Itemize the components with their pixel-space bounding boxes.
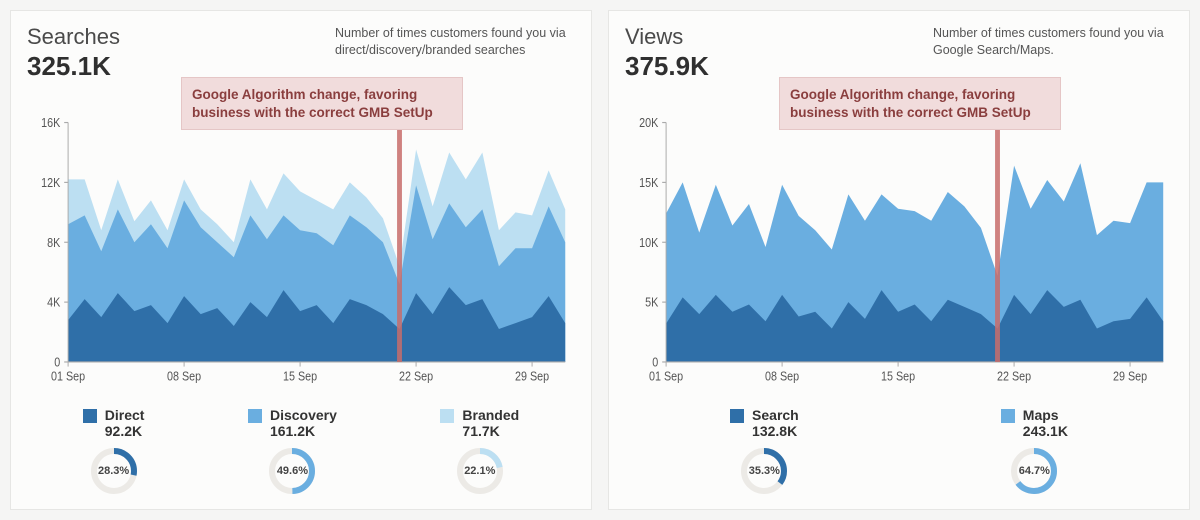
legend-swatch xyxy=(730,409,744,423)
legend-pct: 35.3% xyxy=(738,445,790,497)
svg-text:29 Sep: 29 Sep xyxy=(1113,370,1148,384)
svg-text:08 Sep: 08 Sep xyxy=(765,370,800,384)
legend-donut: 35.3% xyxy=(738,445,790,497)
legend-value: 92.2K xyxy=(105,423,145,439)
svg-text:10K: 10K xyxy=(639,236,658,250)
svg-text:22 Sep: 22 Sep xyxy=(997,370,1032,384)
dashboard-row: Searches 325.1K Number of times customer… xyxy=(0,0,1200,520)
legend-pct: 64.7% xyxy=(1008,445,1060,497)
svg-text:0: 0 xyxy=(54,356,60,370)
legend-header: Search132.8K xyxy=(730,407,799,439)
legend-swatch xyxy=(248,409,262,423)
svg-text:5K: 5K xyxy=(645,296,658,310)
svg-text:08 Sep: 08 Sep xyxy=(167,370,202,384)
panel-total: 325.1K xyxy=(27,51,120,82)
legend-donut: 28.3% xyxy=(88,445,140,497)
views-legend: Search132.8K 35.3% Maps243.1K 64.7% xyxy=(625,399,1173,497)
legend-pct: 22.1% xyxy=(454,445,506,497)
svg-text:4K: 4K xyxy=(47,296,60,310)
legend-pct: 28.3% xyxy=(88,445,140,497)
svg-text:15K: 15K xyxy=(639,176,658,190)
searches-title-block: Searches 325.1K xyxy=(27,25,120,82)
legend-value: 161.2K xyxy=(270,423,337,439)
legend-header: Direct92.2K xyxy=(83,407,145,439)
svg-text:8K: 8K xyxy=(47,236,60,250)
svg-text:20K: 20K xyxy=(639,117,658,131)
svg-text:01 Sep: 01 Sep xyxy=(649,370,684,384)
svg-text:16K: 16K xyxy=(41,117,60,131)
legend-item: Direct92.2K 28.3% xyxy=(83,407,145,497)
searches-chart: 0 4K 8K 12K 16K 01 Sep 08 Sep 15 Sep 22 Sep 29 Se… xyxy=(27,88,575,399)
legend-item: Discovery161.2K 49.6% xyxy=(248,407,337,497)
legend-item: Search132.8K 35.3% xyxy=(730,407,799,497)
views-title-block: Views 375.9K xyxy=(625,25,709,82)
legend-pct: 49.6% xyxy=(266,445,318,497)
legend-donut: 49.6% xyxy=(266,445,318,497)
svg-text:15 Sep: 15 Sep xyxy=(283,370,318,384)
legend-name: Branded xyxy=(462,407,519,423)
legend-item: Branded71.7K 22.1% xyxy=(440,407,519,497)
legend-swatch xyxy=(1001,409,1015,423)
panel-description: Number of times customers found you via … xyxy=(933,25,1173,59)
panel-title: Searches xyxy=(27,25,120,49)
legend-name: Direct xyxy=(105,407,145,423)
svg-text:15 Sep: 15 Sep xyxy=(881,370,916,384)
legend-value: 71.7K xyxy=(462,423,519,439)
legend-header: Discovery161.2K xyxy=(248,407,337,439)
panel-total: 375.9K xyxy=(625,51,709,82)
algorithm-callout: Google Algorithm change, favoring busine… xyxy=(181,77,463,130)
legend-swatch xyxy=(440,409,454,423)
searches-legend: Direct92.2K 28.3% Discovery161.2K 49.6% Bran… xyxy=(27,399,575,497)
area-chart-svg: 0 4K 8K 12K 16K 01 Sep 08 Sep 15 Sep 22 Sep 29 Se… xyxy=(27,88,575,399)
algorithm-callout: Google Algorithm change, favoring busine… xyxy=(779,77,1061,130)
legend-header: Maps243.1K xyxy=(1001,407,1068,439)
area-chart-svg: 0 5K 10K 15K 20K 01 Sep 08 Sep 15 Sep 22 Sep 29 S… xyxy=(625,88,1173,399)
views-header: Views 375.9K Number of times customers f… xyxy=(625,25,1173,82)
legend-header: Branded71.7K xyxy=(440,407,519,439)
panel-description: Number of times customers found you via … xyxy=(335,25,575,59)
svg-text:12K: 12K xyxy=(41,176,60,190)
views-chart: 0 5K 10K 15K 20K 01 Sep 08 Sep 15 Sep 22 Sep 29 S… xyxy=(625,88,1173,399)
legend-name: Discovery xyxy=(270,407,337,423)
legend-swatch xyxy=(83,409,97,423)
legend-donut: 22.1% xyxy=(454,445,506,497)
legend-value: 243.1K xyxy=(1023,423,1068,439)
svg-text:22 Sep: 22 Sep xyxy=(399,370,434,384)
panel-title: Views xyxy=(625,25,709,49)
views-card: Views 375.9K Number of times customers f… xyxy=(608,10,1190,510)
legend-item: Maps243.1K 64.7% xyxy=(1001,407,1068,497)
svg-text:29 Sep: 29 Sep xyxy=(515,370,550,384)
legend-name: Maps xyxy=(1023,407,1068,423)
searches-card: Searches 325.1K Number of times customer… xyxy=(10,10,592,510)
legend-value: 132.8K xyxy=(752,423,799,439)
legend-donut: 64.7% xyxy=(1008,445,1060,497)
searches-header: Searches 325.1K Number of times customer… xyxy=(27,25,575,82)
svg-text:01 Sep: 01 Sep xyxy=(51,370,86,384)
legend-name: Search xyxy=(752,407,799,423)
svg-text:0: 0 xyxy=(652,356,658,370)
